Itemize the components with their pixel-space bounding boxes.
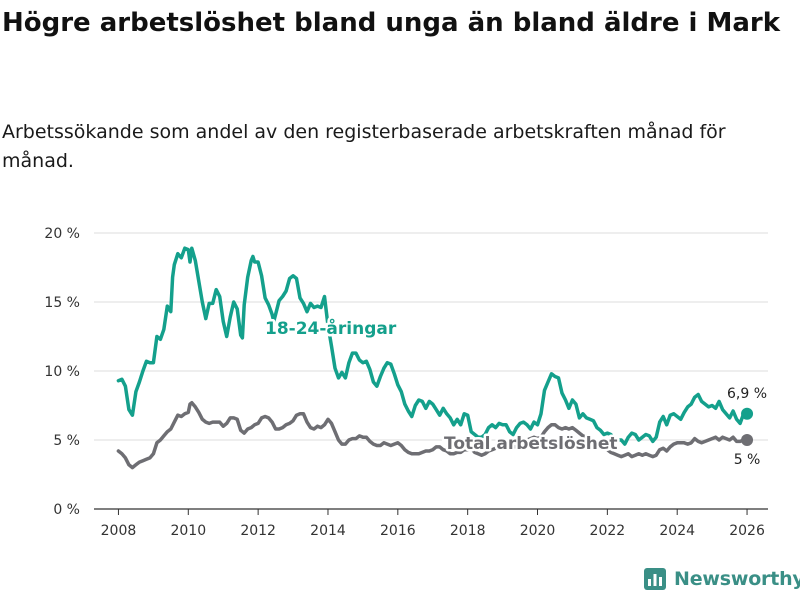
x-tick-label: 2020 [520, 523, 556, 539]
brand-name: Newsworthy [674, 568, 800, 590]
end-point-young [741, 407, 754, 420]
x-tick-label: 2022 [590, 523, 626, 539]
end-label-total: 5 % [734, 452, 761, 468]
x-tick-label: 2026 [729, 523, 765, 539]
series-labels: 6,9 %5 %18-24-åringar18-24-åringarTotal … [263, 315, 768, 469]
x-tick-label: 2014 [310, 523, 346, 539]
x-tick-label: 2016 [380, 523, 416, 539]
chart-subtitle: Arbetssökande som andel av den registerb… [2, 121, 726, 172]
bar-chart-logo-icon [644, 568, 666, 590]
y-tick-label: 5 % [53, 433, 80, 449]
series-label-total: Total arbetslöshet [444, 434, 618, 454]
end-point-total [741, 434, 754, 446]
series-label-total-halo: Total arbetslöshet [444, 434, 618, 454]
y-tick-label: 10 % [44, 364, 80, 380]
y-tick-label: 15 % [44, 295, 80, 311]
series-label-young-halo: 18-24-åringar [265, 317, 397, 339]
newsworthy-logo: Newsworthy [644, 568, 800, 590]
chart-title: Högre arbetslöshet bland unga än bland ä… [2, 8, 781, 38]
x-tick-label: 2024 [659, 523, 695, 539]
series-line-young [116, 246, 749, 446]
x-tick-label: 2012 [240, 523, 276, 539]
end-label-young: 6,9 % [727, 386, 767, 402]
x-tick-label: 2008 [101, 523, 137, 539]
gridlines [94, 232, 768, 441]
y-tick-label: 0 % [53, 502, 80, 518]
x-tick-label: 2018 [450, 523, 486, 539]
axes: 0 % 5 % 10 % 15 % 20 % 2008 2010 2012 2014 2016 20… [44, 226, 768, 539]
series-lines [116, 246, 754, 470]
series-label-young: 18-24-åringar [265, 317, 397, 339]
series-line-total [116, 400, 749, 470]
y-tick-label: 20 % [44, 226, 80, 242]
x-tick-label: 2010 [170, 523, 206, 539]
